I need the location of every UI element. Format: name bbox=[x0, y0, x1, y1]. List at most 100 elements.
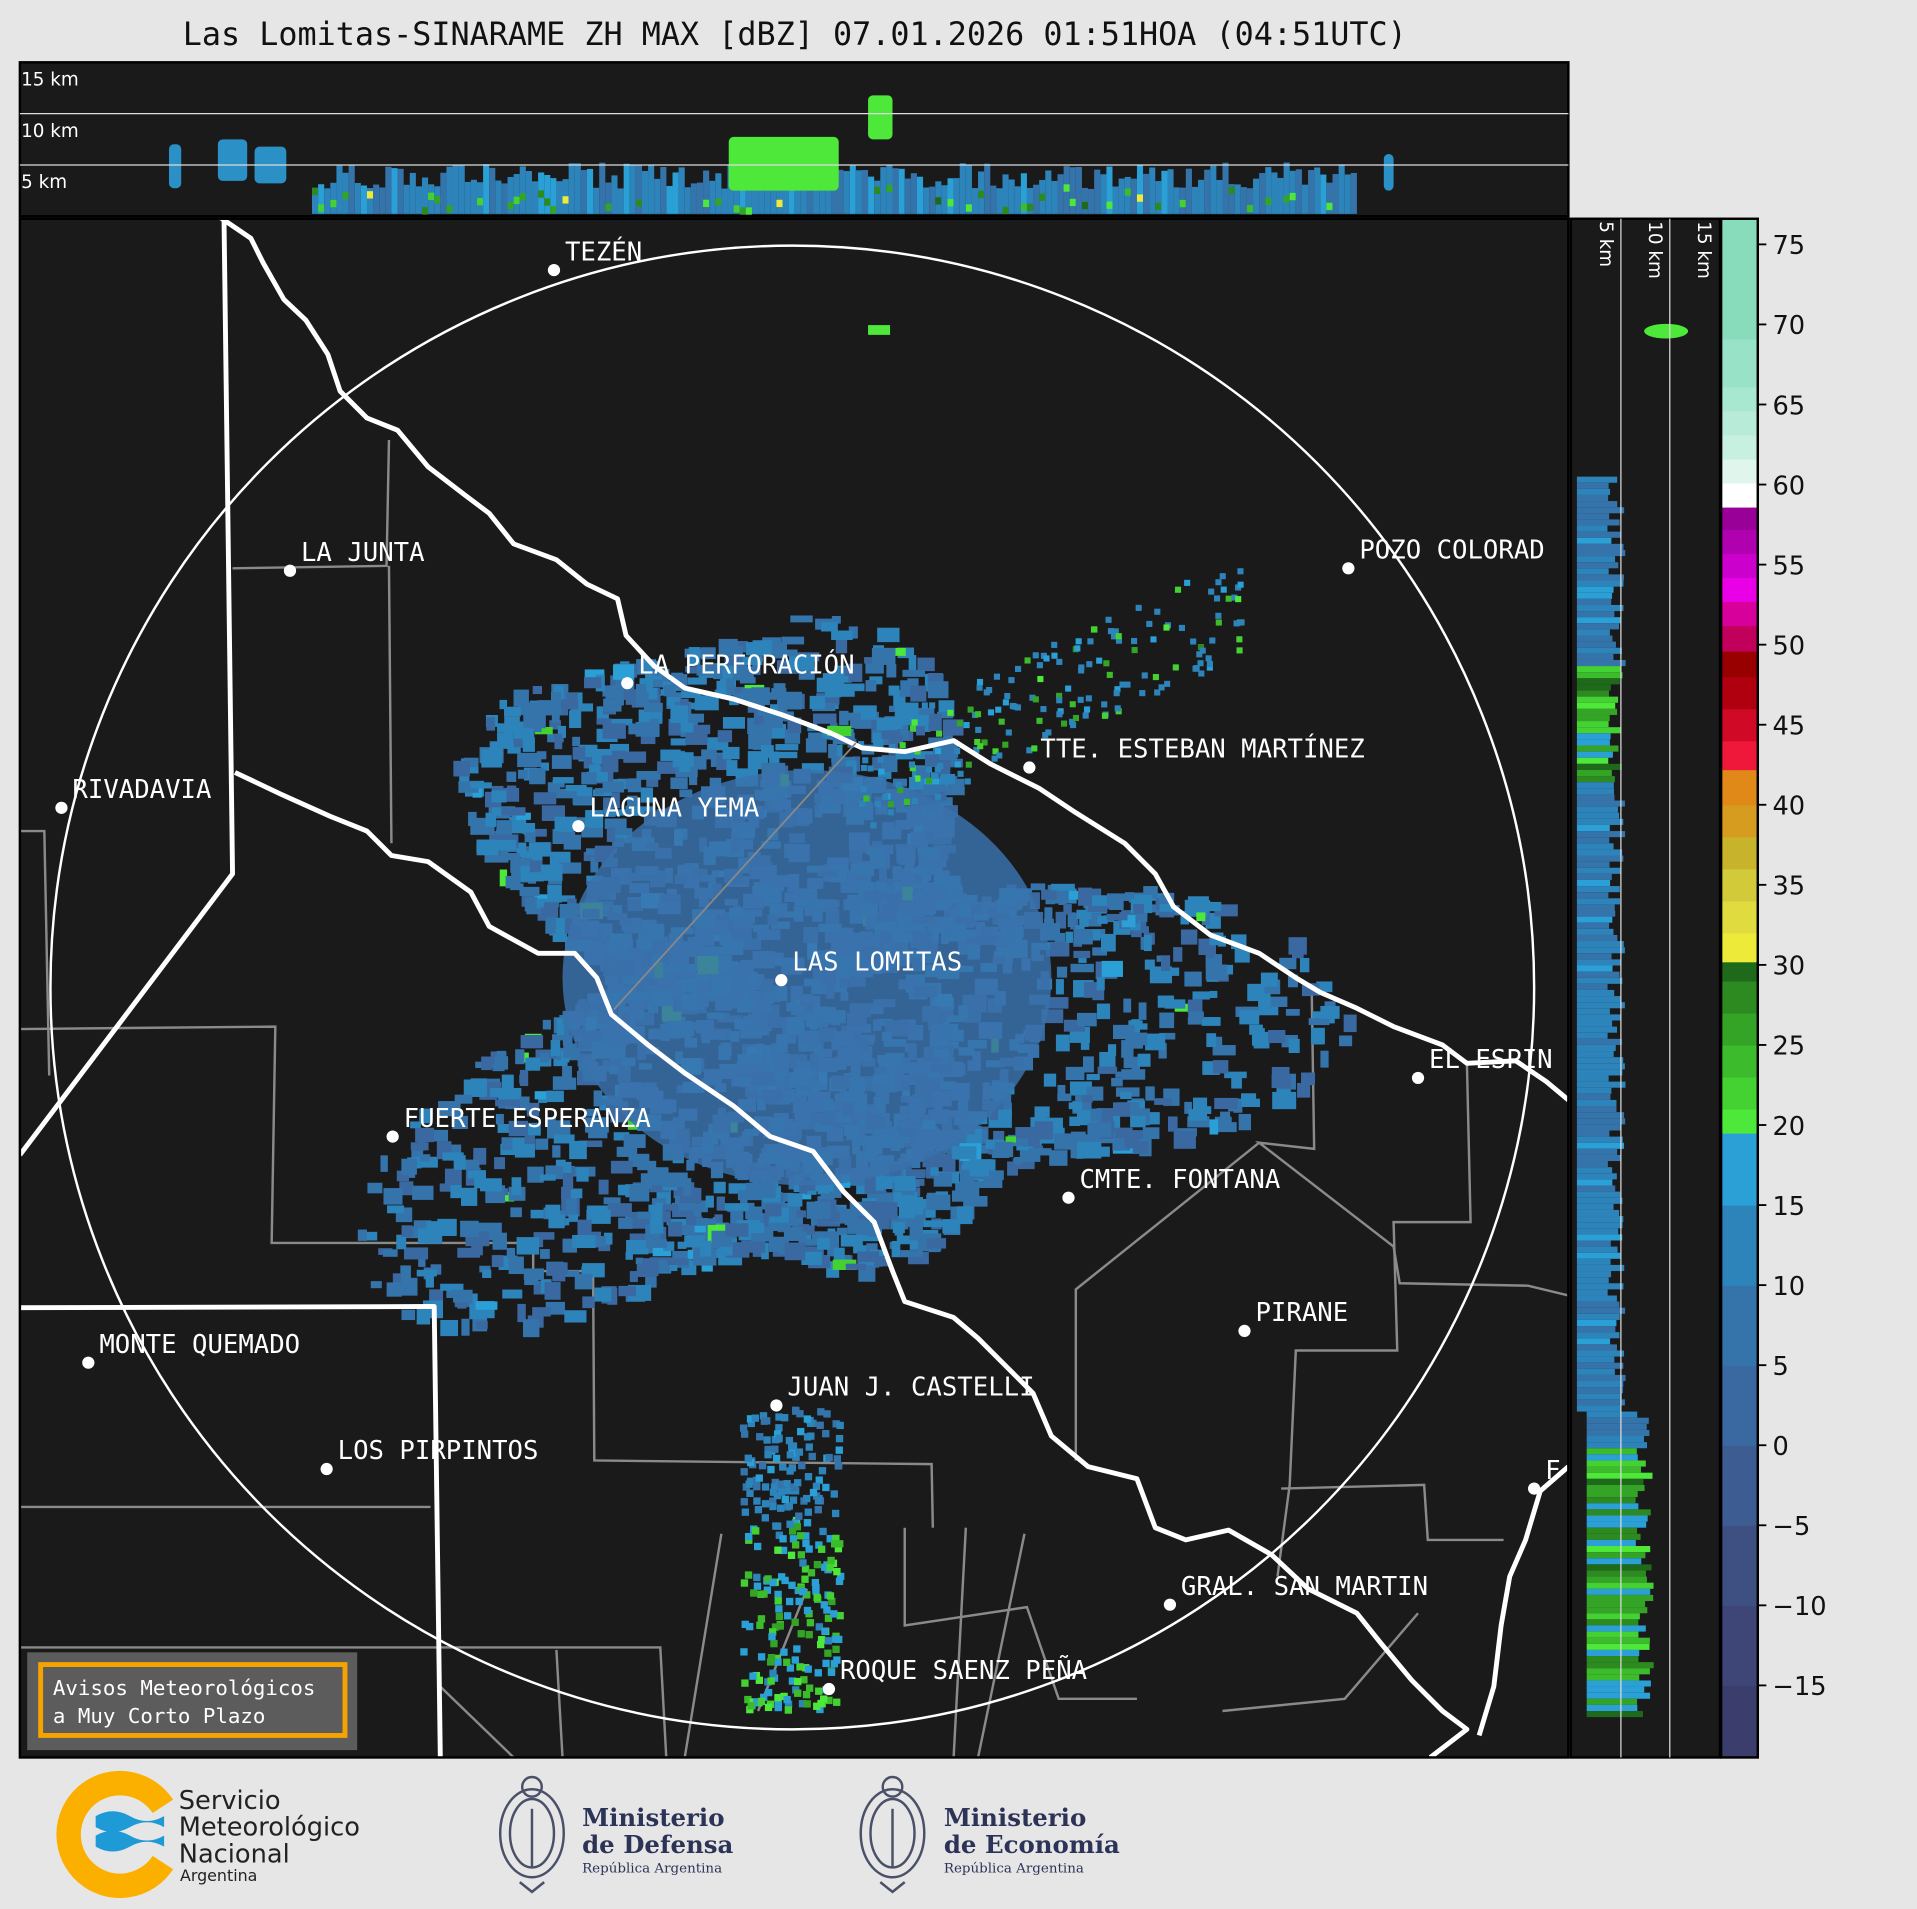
city-marker[interactable]: LA JUNTA bbox=[283, 538, 425, 577]
echo-cell bbox=[649, 718, 660, 738]
echo-cell bbox=[481, 749, 502, 768]
echo-cell bbox=[569, 710, 582, 729]
echo-cell bbox=[533, 1232, 555, 1240]
echo-cell bbox=[507, 743, 521, 754]
echo-cell bbox=[824, 689, 842, 698]
echo-cell bbox=[1090, 626, 1098, 633]
echo-cell bbox=[1576, 696, 1619, 703]
echo-cell bbox=[572, 796, 593, 805]
city-marker[interactable]: LOS PIRPINTOS bbox=[320, 1436, 539, 1476]
echo-cell bbox=[1271, 1066, 1290, 1077]
echo-cell bbox=[804, 1508, 812, 1516]
echo-cell bbox=[1124, 188, 1131, 196]
notice-box[interactable]: Avisos Meteorológicos a Muy Corto Plazo bbox=[27, 1652, 358, 1751]
echo-cell bbox=[785, 1597, 794, 1606]
radar-echo-layer bbox=[357, 325, 1357, 1714]
echo-cell bbox=[964, 778, 971, 785]
echo-cell bbox=[813, 1560, 822, 1569]
defensa-text-1: Ministerio bbox=[582, 1803, 724, 1832]
echo-cell bbox=[822, 1483, 830, 1492]
colorbar-frame bbox=[1719, 217, 1760, 1759]
echo-cell bbox=[1586, 1503, 1639, 1510]
echo-cell bbox=[586, 1236, 607, 1247]
echo-cell bbox=[1576, 873, 1612, 880]
city-dot-icon bbox=[572, 820, 585, 833]
echo-cell bbox=[1081, 187, 1089, 214]
city-marker[interactable]: F bbox=[1528, 1456, 1561, 1495]
echo-cell bbox=[981, 739, 988, 746]
city-marker[interactable]: MONTE QUEMADO bbox=[82, 1330, 300, 1369]
echo-cell bbox=[1033, 184, 1040, 214]
city-marker[interactable]: ROQUE SAENZ PEÑA bbox=[822, 1654, 1087, 1696]
city-marker[interactable]: LAS LOMITAS bbox=[775, 947, 962, 987]
echo-cell bbox=[602, 781, 625, 793]
echo-cell bbox=[437, 1218, 457, 1236]
echo-cell bbox=[1076, 1141, 1102, 1159]
echo-cell bbox=[798, 1700, 807, 1708]
echo-cell bbox=[1043, 1073, 1057, 1087]
echo-cell bbox=[1056, 711, 1063, 718]
echo-cell bbox=[557, 725, 566, 738]
city-marker[interactable]: FUERTE ESPERANZA bbox=[386, 1104, 651, 1143]
echo-cell bbox=[1154, 689, 1161, 696]
echo-cell bbox=[856, 1183, 868, 1195]
colorbar-tick-label: 45 bbox=[1772, 712, 1805, 742]
city-marker[interactable]: LAGUNA YEMA bbox=[572, 793, 759, 833]
echo-cell bbox=[909, 765, 916, 772]
echo-cell bbox=[1586, 1411, 1638, 1418]
echo-cell bbox=[537, 913, 547, 921]
echo-cell bbox=[1576, 617, 1621, 624]
echo-cell bbox=[561, 1186, 571, 1199]
echo-cell bbox=[1350, 172, 1357, 214]
echo-cell bbox=[544, 198, 551, 206]
city-marker[interactable]: PIRANE bbox=[1238, 1298, 1348, 1338]
echo-cell bbox=[1320, 1050, 1329, 1068]
echo-cell bbox=[1586, 1631, 1639, 1638]
city-marker[interactable]: LA PERFORACIÓN bbox=[621, 648, 855, 690]
altitude-label-5km: 5 km bbox=[21, 172, 67, 193]
radar-map[interactable]: TEZÉN LA JUNTA POZO COLORAD LA PERFORACIÓN R… bbox=[18, 217, 1570, 1760]
colorbar-band bbox=[1721, 980, 1758, 1014]
echo-cell bbox=[1114, 686, 1121, 693]
city-marker[interactable]: TTE. ESTEBAN MARTÍNEZ bbox=[1023, 733, 1365, 774]
echo-cell bbox=[482, 1269, 492, 1278]
city-marker[interactable]: POZO COLORAD bbox=[1342, 536, 1545, 575]
echo-cell bbox=[492, 1232, 507, 1247]
city-marker[interactable]: GRAL. SAN MARTIN bbox=[1163, 1572, 1428, 1611]
city-marker[interactable]: TEZÉN bbox=[547, 235, 642, 277]
echo-cell bbox=[785, 1502, 793, 1510]
echo-cell bbox=[1130, 178, 1137, 214]
echo-cell bbox=[773, 1430, 782, 1438]
echo-cell bbox=[947, 709, 954, 716]
echo-cell bbox=[1021, 1138, 1040, 1147]
city-marker[interactable]: CMTE. FONTANA bbox=[1062, 1165, 1280, 1204]
city-marker[interactable]: JUAN J. CASTELLI bbox=[770, 1373, 1035, 1412]
echo-cell bbox=[792, 1519, 800, 1527]
echo-cell bbox=[670, 777, 688, 790]
echo-cell bbox=[1301, 184, 1309, 214]
echo-cell bbox=[757, 1653, 766, 1661]
echo-cell bbox=[774, 1658, 782, 1666]
echo-cell bbox=[662, 1204, 679, 1211]
echo-cell bbox=[531, 181, 539, 214]
echo-cell bbox=[752, 661, 761, 675]
echo-cell bbox=[1185, 168, 1192, 214]
echo-cell bbox=[822, 1659, 830, 1668]
echo-cell bbox=[782, 186, 789, 214]
echo-cell bbox=[652, 1233, 661, 1240]
echo-cell bbox=[1136, 194, 1144, 202]
echo-cell bbox=[812, 1482, 821, 1491]
echo-cell bbox=[485, 812, 497, 827]
echo-cell bbox=[460, 1220, 479, 1238]
city-marker[interactable]: EL ESPIN bbox=[1411, 1045, 1553, 1085]
echo-cell bbox=[652, 1245, 672, 1257]
echo-cell bbox=[495, 1114, 504, 1125]
echo-cell bbox=[684, 1235, 706, 1248]
city-dot-icon bbox=[82, 1356, 95, 1369]
echo-cell bbox=[439, 1102, 461, 1117]
echo-cell bbox=[1137, 1053, 1151, 1067]
city-marker[interactable]: RIVADAVIA bbox=[55, 775, 211, 814]
echo-cell bbox=[1056, 966, 1068, 978]
echo-cell bbox=[833, 1698, 841, 1706]
echo-cell bbox=[416, 1269, 437, 1277]
